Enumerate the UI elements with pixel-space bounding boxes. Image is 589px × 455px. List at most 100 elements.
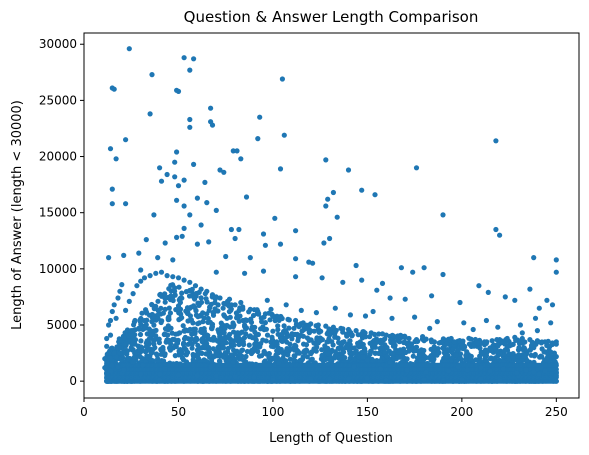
data-point <box>353 262 359 269</box>
data-point <box>157 165 163 171</box>
data-point <box>553 269 559 275</box>
data-point <box>351 364 357 370</box>
data-point <box>396 349 403 355</box>
data-point <box>323 203 329 209</box>
data-point <box>376 331 382 337</box>
data-point <box>134 283 140 289</box>
data-point <box>181 225 187 231</box>
data-point <box>123 307 129 313</box>
data-point <box>143 340 149 346</box>
data-point <box>175 372 182 378</box>
data-point <box>191 303 197 309</box>
data-point <box>255 136 261 142</box>
data-point <box>274 348 280 354</box>
data-point <box>128 328 134 334</box>
data-point <box>187 124 193 130</box>
data-point <box>115 295 121 301</box>
data-point <box>481 339 488 345</box>
data-point <box>281 132 287 138</box>
data-point <box>187 116 193 123</box>
data-point <box>500 366 506 372</box>
data-point <box>162 306 168 312</box>
data-point <box>383 377 389 383</box>
data-point <box>444 341 450 347</box>
data-point <box>247 255 253 261</box>
data-point <box>517 322 524 328</box>
data-point <box>304 325 310 331</box>
data-point <box>319 275 325 281</box>
x-tick-label: 50 <box>171 405 186 419</box>
data-point <box>430 350 437 356</box>
data-point <box>413 165 420 171</box>
data-point <box>158 178 165 184</box>
data-point <box>451 339 457 345</box>
data-point <box>272 215 278 221</box>
data-point <box>147 273 153 279</box>
data-point <box>136 325 142 331</box>
data-point <box>345 326 352 333</box>
data-point <box>364 357 370 363</box>
data-point <box>213 378 219 384</box>
data-point <box>270 313 276 319</box>
data-point <box>181 177 187 183</box>
data-point <box>194 195 200 201</box>
data-point <box>124 348 131 354</box>
data-point <box>121 367 127 373</box>
data-point <box>345 167 352 173</box>
data-point <box>260 268 267 274</box>
data-point <box>104 378 110 384</box>
data-point <box>149 302 155 308</box>
data-point <box>519 330 525 336</box>
x-tick-label: 0 <box>80 405 88 419</box>
data-point <box>514 370 520 376</box>
data-point <box>107 317 114 324</box>
data-point <box>283 302 289 308</box>
data-point <box>512 334 518 340</box>
data-point <box>172 285 178 291</box>
data-point <box>478 376 484 382</box>
data-point <box>502 294 508 300</box>
data-point <box>359 187 365 193</box>
data-point <box>102 365 108 371</box>
data-point <box>353 328 359 334</box>
data-point <box>243 194 250 200</box>
data-point <box>466 341 472 347</box>
data-point <box>155 255 161 261</box>
data-point <box>421 265 427 271</box>
y-tick-label: 25000 <box>39 93 77 107</box>
data-point <box>157 377 163 383</box>
data-point <box>206 344 212 351</box>
data-point <box>147 111 153 117</box>
data-point <box>126 46 132 52</box>
data-point <box>253 361 259 367</box>
data-point <box>187 279 193 285</box>
data-point <box>104 343 110 349</box>
data-point <box>342 355 348 361</box>
data-point <box>293 317 299 324</box>
data-point <box>140 362 146 368</box>
x-axis-label: Length of Question <box>269 431 393 446</box>
data-point <box>187 67 193 73</box>
data-point <box>549 302 556 308</box>
data-point <box>175 88 182 94</box>
data-point <box>132 317 138 324</box>
data-point <box>174 234 180 240</box>
data-point <box>172 174 178 180</box>
data-point <box>398 334 404 340</box>
data-point <box>251 346 257 352</box>
data-point <box>213 269 219 275</box>
data-point <box>293 228 299 234</box>
data-point <box>457 299 463 306</box>
data-point <box>230 148 236 154</box>
data-point <box>240 304 246 310</box>
data-point <box>489 338 495 344</box>
data-point <box>542 368 548 374</box>
data-point <box>102 356 108 362</box>
data-point <box>151 212 157 218</box>
data-point <box>181 55 187 61</box>
data-point <box>115 364 121 370</box>
data-point <box>107 368 114 374</box>
data-point <box>164 171 170 178</box>
data-point <box>523 367 529 373</box>
data-point <box>345 376 352 382</box>
